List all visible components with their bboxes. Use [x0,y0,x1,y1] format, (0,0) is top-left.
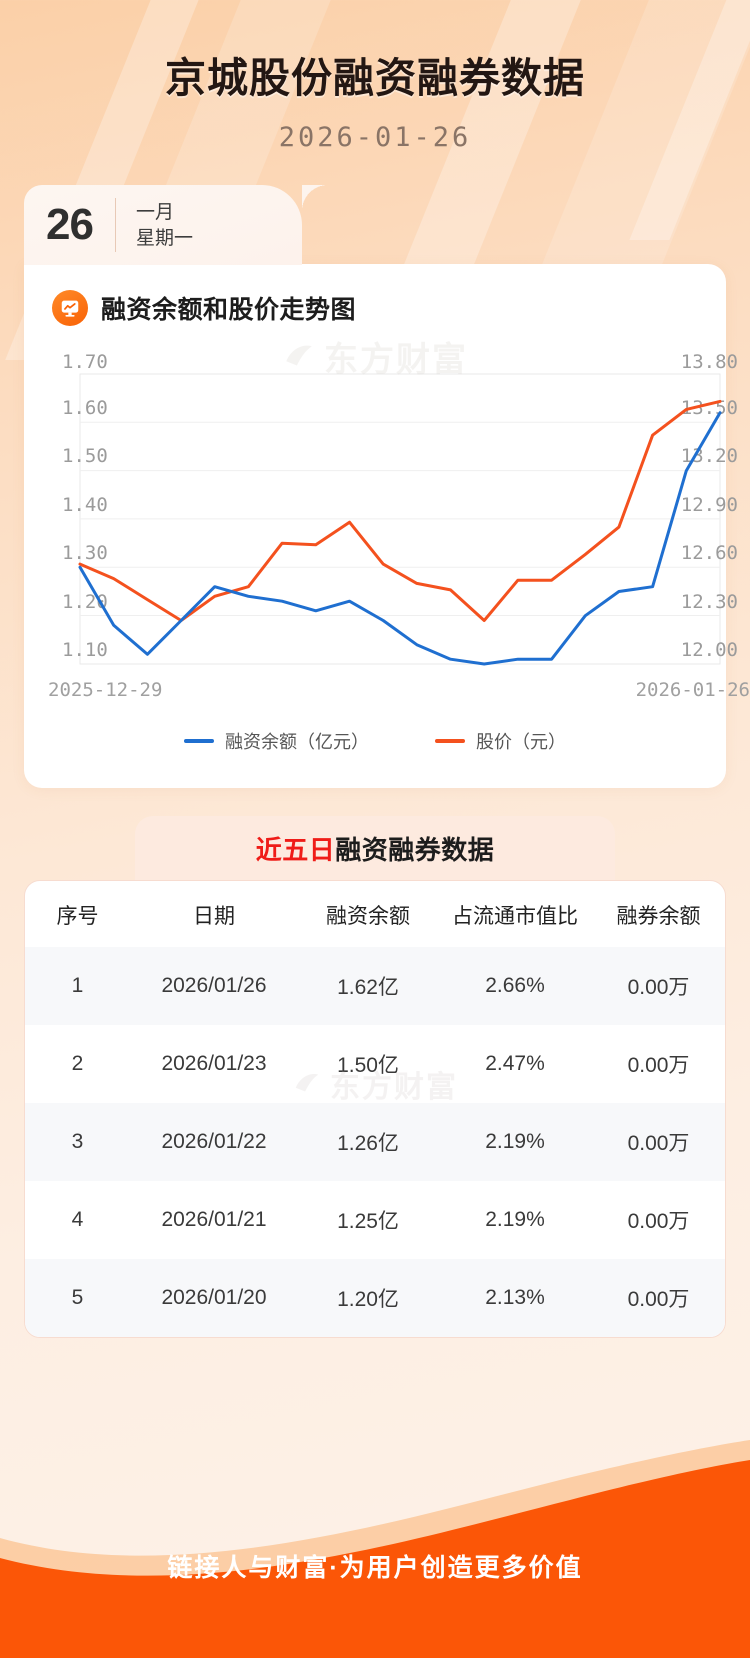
right-tick-1: 13.50 [681,397,738,419]
chart-title-text: 融资余额和股价走势图 [101,296,357,324]
right-tick-3: 12.90 [681,494,738,516]
cell-date: 2026/01/23 [161,1052,267,1075]
cell-margin: 1.50亿 [337,1054,399,1077]
footer-slogan: 链接人与财富·为用户创造更多价值 [167,1554,583,1582]
cell-pct: 2.66% [485,974,545,997]
left-tick-1: 1.60 [62,397,108,419]
right-axis-ticks: 13.80 13.50 13.20 12.90 12.60 12.30 12.0… [681,351,738,661]
chart-legend: 融资余额（亿元） 股价（元） [42,728,708,754]
col-header-short: 融券余额 [616,905,701,928]
table-row[interactable]: 2 2026/01/23 1.50亿 2.47% 0.00万 [25,1025,725,1103]
cell-date: 2026/01/26 [161,974,267,997]
legend-label-margin-balance: 融资余额（亿元） [225,732,369,752]
page-header: 京城股份融资融券数据 2026-01-26 [0,0,750,153]
table-panel: 近五日 融资融券数据 东方财富 序号 日期 融资余额 占流通市值比 融券余额 1 … [24,816,726,1338]
table-title: 近五日 融资融券数据 [135,816,615,880]
left-tick-2: 1.50 [62,445,108,467]
trend-monitor-icon [52,290,88,326]
right-tick-0: 13.80 [681,351,738,373]
legend-swatch-orange [435,739,465,743]
x-tick-start: 2025-12-29 [48,679,162,701]
footer: 链接人与财富·为用户创造更多价值 [0,1420,750,1658]
col-header-margin: 融资余额 [326,905,410,928]
table-card: 序号 日期 融资余额 占流通市值比 融券余额 1 2026/01/26 1.62… [24,880,726,1338]
cell-short: 0.00万 [627,1054,690,1077]
col-header-no: 序号 [56,905,99,928]
legend-item-margin-balance[interactable]: 融资余额（亿元） [184,728,369,754]
left-tick-3: 1.40 [62,494,108,516]
table-title-highlight: 近五日 [255,834,336,865]
calendar-divider [114,198,116,252]
price-line [78,399,722,622]
cell-date: 2026/01/20 [161,1286,267,1309]
table-row[interactable]: 3 2026/01/22 1.26亿 2.19% 0.00万 [25,1103,725,1181]
cell-no: 5 [71,1286,84,1309]
left-axis-ticks: 1.70 1.60 1.50 1.40 1.30 1.20 1.10 [62,351,108,661]
page-subtitle-date: 2026-01-26 [278,122,472,153]
footer-wave [0,1440,750,1658]
chart-gridlines [79,373,721,665]
cell-no: 2 [71,1052,84,1075]
cell-pct: 2.19% [485,1130,545,1153]
tab-corner-notch [302,185,328,211]
cell-short: 0.00万 [627,1288,690,1311]
x-tick-end: 2026-01-26 [636,679,750,701]
right-tick-2: 13.20 [681,445,738,467]
table-row[interactable]: 5 2026/01/20 1.20亿 2.13% 0.00万 [25,1259,725,1337]
cell-pct: 2.47% [485,1052,545,1075]
cell-no: 4 [71,1208,84,1231]
table-header-row: 序号 日期 融资余额 占流通市值比 融券余额 [25,881,725,947]
page-title: 京城股份融资融券数据 [165,55,585,101]
cell-date: 2026/01/22 [161,1130,267,1153]
legend-swatch-blue [184,739,214,743]
col-header-date: 日期 [193,905,235,928]
col-header-pct: 占流通市值比 [452,905,578,928]
left-tick-0: 1.70 [62,351,108,373]
calendar-weekday: 星期一 [135,227,193,249]
right-tick-5: 12.30 [681,591,738,613]
cell-margin: 1.20亿 [337,1288,399,1311]
table-row[interactable]: 1 2026/01/26 1.62亿 2.66% 0.00万 [25,947,725,1025]
cell-pct: 2.13% [485,1286,545,1309]
legend-label-price: 股价（元） [476,732,566,752]
calendar-month: 一月 [135,201,174,223]
cell-date: 2026/01/21 [161,1208,267,1231]
right-tick-6: 12.00 [681,639,738,661]
chart-section-title: 融资余额和股价走势图 [24,290,726,326]
chart-area: 东方财富 1.70 1.60 1.50 1.40 [24,341,750,754]
cell-margin: 1.26亿 [337,1132,399,1155]
margin-balance-line [78,411,722,666]
calendar-day: 26 [46,200,94,249]
cell-short: 0.00万 [627,1210,690,1233]
table-row[interactable]: 4 2026/01/21 1.25亿 2.19% 0.00万 [25,1181,725,1259]
table-title-rest: 融资融券数据 [335,834,495,865]
left-tick-6: 1.10 [62,639,108,661]
left-tick-4: 1.30 [62,542,108,564]
cell-margin: 1.62亿 [337,976,399,999]
line-chart: 1.70 1.60 1.50 1.40 1.30 1.20 1.10 13.80… [48,351,750,701]
calendar-tab: 26 一月 星期一 [24,185,302,265]
chart-card: 融资余额和股价走势图 东方财富 [24,264,750,788]
cell-margin: 1.25亿 [337,1210,399,1233]
cell-pct: 2.19% [485,1208,545,1231]
margin-trading-table: 序号 日期 融资余额 占流通市值比 融券余额 1 2026/01/26 1.62… [25,881,725,1337]
cell-no: 1 [71,974,84,997]
legend-item-price[interactable]: 股价（元） [435,728,566,754]
x-axis-ticks: 2025-12-29 2026-01-26 [48,679,750,701]
cell-short: 0.00万 [627,976,690,999]
cell-short: 0.00万 [627,1132,690,1155]
right-tick-4: 12.60 [681,542,738,564]
chart-panel: 26 一月 星期一 融资余额和股价走势图 [24,185,750,788]
cell-no: 3 [71,1130,84,1153]
